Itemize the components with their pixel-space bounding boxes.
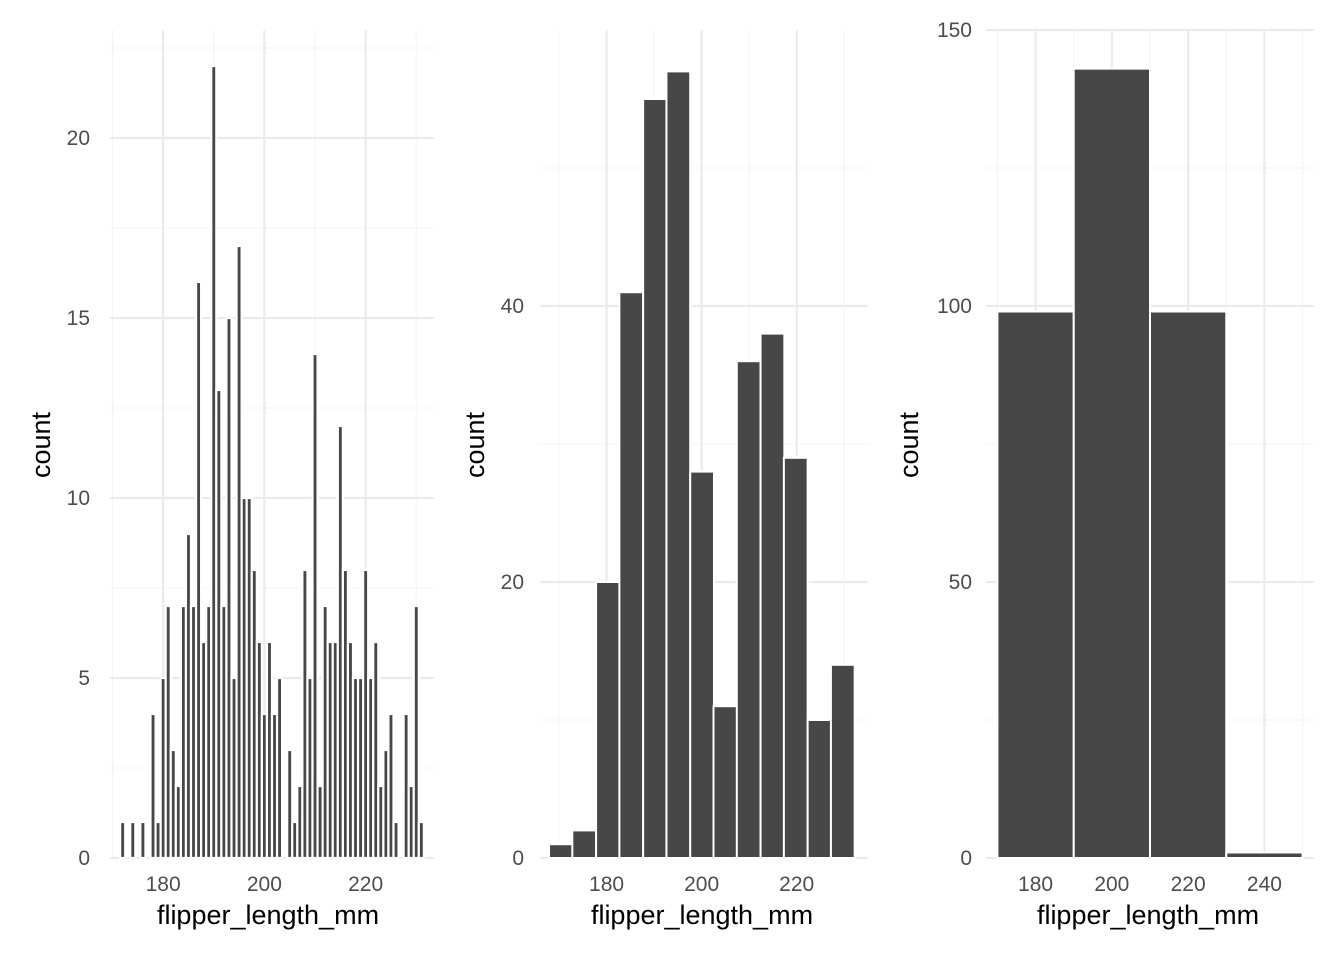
histogram-bar	[275, 676, 284, 860]
histogram-bar	[139, 820, 147, 860]
panel-2-x-axis-title: flipper_length_mm	[591, 900, 813, 930]
x-tick-label: 180	[146, 873, 181, 896]
histogram-panel-binwidth-1: 180 200 220 0 5 10 15 20	[67, 30, 434, 896]
histogram-bar	[595, 581, 621, 859]
histogram-bar	[806, 719, 833, 859]
x-tick-label: 200	[247, 873, 282, 896]
histogram-bar	[759, 332, 786, 860]
histogram-panel-binwidth-20: 180 200 220 240 0 50 100 150	[937, 19, 1314, 896]
x-tick-label: 180	[1018, 873, 1053, 896]
x-tick-label: 220	[348, 873, 383, 896]
y-tick-label: 0	[512, 847, 524, 870]
histogram-bar	[286, 748, 294, 860]
histogram-bar	[1225, 851, 1304, 859]
x-tick-label: 240	[1247, 873, 1282, 896]
histogram-bar	[1072, 67, 1152, 859]
histogram-bar	[392, 820, 400, 860]
histogram-bar	[164, 604, 172, 860]
histogram-bar	[829, 663, 856, 859]
panel-3-y-axis-title: count	[894, 411, 924, 478]
histogram-bar	[642, 98, 668, 859]
y-tick-label: 0	[960, 847, 972, 870]
histogram-bar	[571, 829, 598, 860]
x-tick-label: 200	[684, 873, 719, 896]
histogram-bar	[665, 70, 692, 859]
histogram-bar	[712, 705, 739, 860]
histogram-bar	[417, 820, 425, 860]
histogram-bar	[689, 470, 715, 859]
y-tick-label: 5	[78, 667, 90, 690]
y-tick-label: 20	[67, 127, 90, 150]
panel-1-x-axis-title: flipper_length_mm	[157, 900, 379, 930]
y-tick-label: 20	[501, 571, 524, 594]
y-tick-label: 50	[949, 571, 972, 594]
x-tick-label: 200	[1094, 873, 1129, 896]
y-tick-label: 10	[67, 487, 90, 510]
panel-2-y-axis-title: count	[460, 411, 490, 478]
histogram-bar	[149, 712, 157, 860]
y-tick-label: 150	[937, 19, 972, 42]
histogram-bar	[548, 843, 574, 860]
histogram-panel-binwidth-5: 180 200 220 0 20 40	[501, 30, 868, 896]
histogram-bar	[996, 310, 1075, 859]
histogram-bar	[735, 360, 762, 859]
histogram-bar	[618, 291, 645, 859]
histogram-bar	[119, 820, 127, 860]
y-tick-label: 15	[67, 307, 90, 330]
histogram-bar	[412, 604, 420, 860]
x-tick-label: 220	[1171, 873, 1206, 896]
y-tick-label: 100	[937, 295, 972, 318]
histogram-bar	[225, 316, 233, 860]
x-tick-label: 180	[589, 873, 624, 896]
histogram-bar	[782, 456, 809, 859]
histogram-bar	[194, 280, 203, 860]
histogram-bar	[129, 820, 137, 860]
histogram-bar	[372, 640, 380, 860]
panel-1-y-axis-title: count	[26, 411, 56, 478]
histogram-bar	[311, 352, 319, 860]
y-tick-label: 40	[501, 295, 524, 318]
x-tick-label: 220	[779, 873, 814, 896]
histogram-bar	[387, 712, 395, 860]
histogram-bar	[1149, 310, 1228, 859]
y-tick-label: 0	[78, 847, 90, 870]
panel-3-x-axis-title: flipper_length_mm	[1037, 900, 1259, 930]
